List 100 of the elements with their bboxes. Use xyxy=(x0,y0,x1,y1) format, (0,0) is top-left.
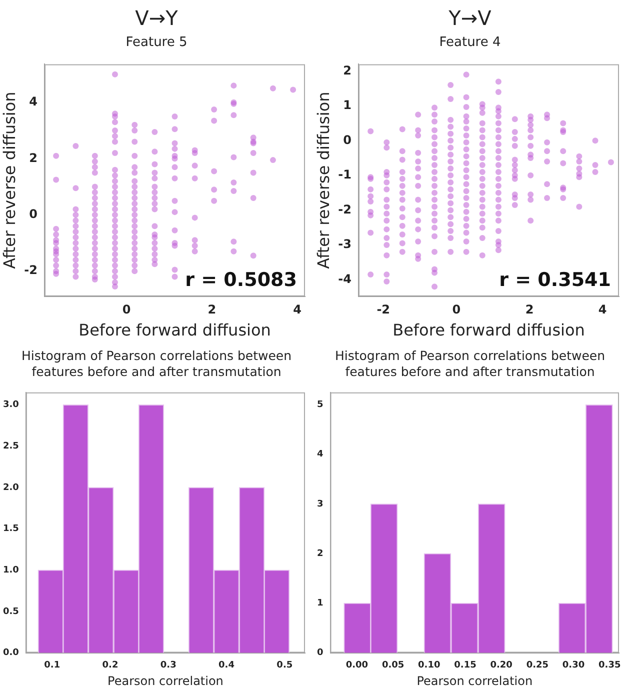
point xyxy=(414,256,421,262)
point xyxy=(478,155,485,162)
point xyxy=(172,209,178,216)
point xyxy=(72,246,79,252)
x-tick-label: 0.1 xyxy=(44,660,60,671)
chart-subtitle: Feature 5 xyxy=(126,34,188,52)
point xyxy=(72,228,79,235)
point xyxy=(527,155,534,162)
point xyxy=(192,242,198,249)
point xyxy=(478,252,485,258)
point xyxy=(132,206,138,212)
point xyxy=(527,116,534,123)
x-tick-label: 0.5 xyxy=(276,660,293,671)
point xyxy=(478,104,485,111)
point xyxy=(172,242,178,249)
point xyxy=(398,240,405,246)
y-tick-label: 2 xyxy=(316,548,323,559)
point xyxy=(478,168,485,175)
point xyxy=(478,235,485,242)
y-tick-label: -1 xyxy=(338,168,352,182)
point xyxy=(478,190,485,196)
point xyxy=(494,120,501,126)
point xyxy=(152,128,158,135)
point xyxy=(494,204,501,210)
point xyxy=(230,238,237,245)
point xyxy=(398,196,405,203)
point xyxy=(398,190,405,196)
y-tick-label: 2.5 xyxy=(2,441,19,452)
point xyxy=(494,247,501,254)
point xyxy=(431,176,438,182)
point xyxy=(447,172,454,178)
y-tick-label: 2 xyxy=(342,63,352,78)
point xyxy=(414,238,421,244)
point xyxy=(527,172,534,178)
point xyxy=(152,261,158,268)
point xyxy=(192,162,198,169)
y-tick-label: 0.0 xyxy=(2,648,19,658)
point xyxy=(112,284,118,290)
point xyxy=(172,175,178,182)
point xyxy=(132,246,138,252)
point xyxy=(494,218,501,224)
point xyxy=(462,118,469,125)
point xyxy=(494,196,501,203)
point xyxy=(72,262,79,268)
point xyxy=(132,262,138,268)
point xyxy=(92,170,98,176)
point xyxy=(92,206,98,212)
point xyxy=(367,212,374,218)
point xyxy=(462,174,469,180)
point xyxy=(132,164,138,170)
point xyxy=(511,142,518,149)
point xyxy=(494,108,501,114)
point xyxy=(132,228,138,235)
point xyxy=(172,164,178,170)
point xyxy=(414,182,421,189)
point xyxy=(383,179,390,186)
y-tick-label: 1 xyxy=(316,598,323,609)
point xyxy=(431,141,438,148)
point xyxy=(431,284,438,290)
x-tick-label: 0.05 xyxy=(381,660,404,671)
point xyxy=(478,210,485,217)
point xyxy=(494,127,501,134)
point xyxy=(576,204,582,210)
point xyxy=(53,152,60,159)
point xyxy=(447,116,454,123)
point xyxy=(462,181,469,188)
point xyxy=(383,278,390,284)
point xyxy=(462,216,469,222)
point xyxy=(53,256,60,263)
point xyxy=(250,195,256,202)
point xyxy=(132,240,138,246)
point xyxy=(270,85,276,92)
point xyxy=(447,235,454,242)
point xyxy=(383,186,390,192)
point xyxy=(132,152,138,159)
point xyxy=(478,127,485,134)
point xyxy=(192,214,198,221)
point xyxy=(192,237,198,244)
point xyxy=(230,188,237,194)
point xyxy=(92,184,98,190)
point xyxy=(462,230,469,236)
x-tick-label: 4 xyxy=(293,302,302,317)
point xyxy=(431,148,438,154)
point xyxy=(462,248,469,255)
point xyxy=(447,221,454,228)
point xyxy=(112,240,118,246)
y-tick-label: 0 xyxy=(342,132,352,147)
point xyxy=(494,134,501,140)
x-axis-title: Before forward diffusion xyxy=(78,320,271,340)
point xyxy=(132,138,138,145)
point xyxy=(544,195,550,202)
y-axis-title: After reverse diffusion xyxy=(0,92,19,269)
point xyxy=(367,193,374,200)
point xyxy=(431,196,438,203)
point xyxy=(494,176,501,182)
point xyxy=(478,141,485,148)
point xyxy=(447,96,454,102)
point xyxy=(398,126,405,132)
point xyxy=(398,205,405,212)
point xyxy=(462,188,469,194)
